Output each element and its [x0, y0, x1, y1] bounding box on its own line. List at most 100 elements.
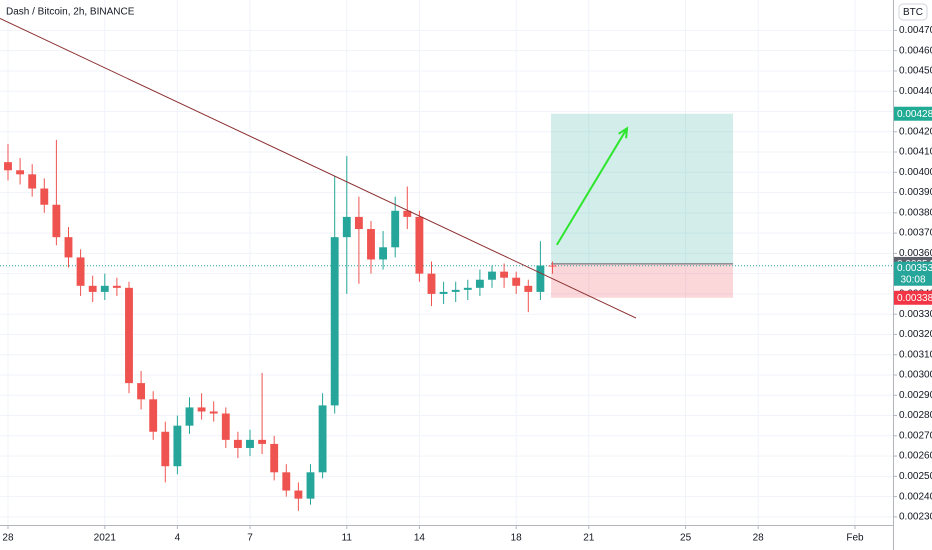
stop-label-box	[894, 290, 932, 305]
x-tick-label: 21	[583, 533, 595, 544]
trendline	[0, 17, 637, 319]
countdown-label: 30:08	[900, 274, 925, 285]
x-tick-label: 14	[414, 533, 426, 544]
candle-body	[439, 291, 448, 294]
candle-body	[137, 383, 146, 400]
x-tick-label: 28	[2, 533, 14, 544]
profit-zone	[551, 113, 734, 264]
y-tick-label: 0.003600	[899, 248, 932, 259]
last-price-box	[894, 261, 932, 286]
candle-body	[112, 285, 121, 288]
candle-body	[40, 188, 49, 205]
candle-body	[488, 271, 496, 280]
y-tick-label: 0.003800	[899, 207, 932, 218]
y-tick-label: 0.003700	[899, 228, 932, 239]
candle-body	[88, 285, 97, 292]
y-tick-label: 0.002300	[899, 512, 932, 523]
candle-body	[28, 174, 37, 189]
candle-body	[209, 411, 218, 414]
y-tick-label: 0.002400	[899, 491, 932, 502]
candle-body	[258, 439, 267, 444]
candle-body	[197, 407, 206, 412]
x-tick-label: 4	[175, 533, 181, 544]
y-tick-label: 0.003200	[899, 329, 932, 340]
candle-body	[125, 287, 133, 384]
candle-body	[536, 265, 545, 292]
candle-body	[246, 439, 254, 448]
x-tick-label: 7	[247, 533, 253, 544]
candle-body	[306, 472, 315, 499]
candle-body	[451, 289, 460, 292]
y-tick-label: 0.003300	[899, 309, 932, 320]
last-price-label: 0.003539	[897, 263, 932, 274]
target-label: 0.004289	[897, 109, 932, 120]
candle-body	[221, 413, 230, 440]
y-tick-label: 0.004200	[899, 126, 932, 137]
candle-body	[463, 287, 472, 290]
candle-body	[500, 271, 509, 278]
x-tick-label: 28	[753, 533, 765, 544]
candle-body	[379, 247, 388, 260]
candle-body	[415, 216, 424, 274]
x-tick-label: 25	[680, 533, 692, 544]
y-tick-label: 0.002600	[899, 451, 932, 462]
candle-body	[16, 170, 25, 175]
y-tick-label: 0.004600	[899, 45, 932, 56]
x-tick-label: 18	[511, 533, 523, 544]
candle-body	[233, 439, 242, 448]
axes: 0.002300 0.002400 0.002500 0.002600 0.002700…	[2, 25, 932, 544]
candle-body	[161, 431, 170, 467]
target-label-box	[894, 106, 932, 121]
candle-body	[76, 257, 85, 286]
y-tick-label: 0.003900	[899, 187, 932, 198]
y-tick-label: 0.002700	[899, 430, 932, 441]
candle-body	[318, 405, 327, 473]
candle-body	[4, 162, 12, 171]
candle-body	[64, 237, 73, 258]
candle-body	[548, 265, 557, 267]
candle-body	[100, 285, 109, 292]
candle-body	[512, 277, 521, 286]
x-tick-label: 2021	[94, 533, 117, 544]
plot	[0, 17, 893, 511]
y-tick-label: 0.004000	[899, 167, 932, 178]
candle-body	[354, 216, 363, 230]
chart-title: Dash / Bitcoin, 2h, BINANCE	[6, 7, 135, 18]
candle-body	[52, 204, 61, 238]
candle-body	[342, 216, 351, 238]
y-tick-label: 0.004700	[899, 25, 932, 36]
y-tick-label: 0.003000	[899, 370, 932, 381]
y-tick-label: 0.002800	[899, 410, 932, 421]
x-tick-label: Feb	[846, 533, 864, 544]
y-tick-label: 0.004500	[899, 66, 932, 77]
y-tick-label: 0.003100	[899, 349, 932, 360]
candle-body	[185, 407, 194, 426]
loss-zone	[551, 263, 734, 298]
candle-body	[403, 210, 412, 217]
candle-body	[475, 279, 484, 288]
candle-body	[524, 285, 533, 292]
candle-body	[330, 237, 339, 406]
grid	[0, 0, 893, 525]
candle-body	[427, 273, 436, 294]
candle-body	[294, 490, 303, 499]
candle-body	[391, 210, 400, 248]
y-tick-label: 0.002500	[899, 471, 932, 482]
candle-body	[173, 425, 182, 467]
arrow	[555, 127, 628, 246]
x-tick-label: 11	[342, 533, 353, 544]
y-tick-label: 0.004100	[899, 147, 932, 158]
candle-body	[282, 472, 291, 491]
currency-badge[interactable]	[898, 3, 928, 21]
candle-body	[149, 399, 158, 432]
candle-body	[270, 443, 279, 473]
y-tick-label: 0.004400	[899, 86, 932, 97]
y-tick-label: 0.002900	[899, 390, 932, 401]
arrow-head	[618, 126, 629, 139]
stop-label: 0.003381	[897, 293, 932, 304]
candle-body	[367, 229, 375, 260]
currency-label[interactable]: BTC	[903, 7, 923, 18]
